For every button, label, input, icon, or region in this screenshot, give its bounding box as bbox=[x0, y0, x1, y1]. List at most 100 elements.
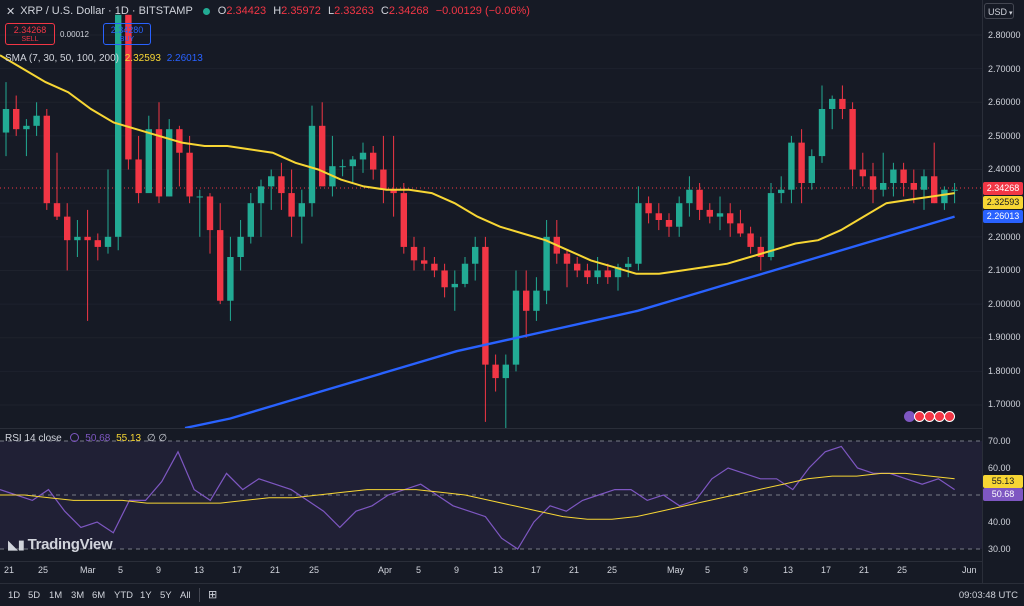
event-markers[interactable] bbox=[904, 411, 956, 423]
sma-legend[interactable]: SMA (7, 30, 50, 100, 200) 2.32593 2.2601… bbox=[5, 53, 203, 64]
rsi-line bbox=[0, 445, 955, 550]
candle-body bbox=[859, 169, 866, 177]
time-axis-label: 5 bbox=[118, 565, 124, 575]
time-axis-label: 17 bbox=[531, 565, 542, 575]
candle-body bbox=[410, 246, 418, 261]
candle-body bbox=[584, 270, 591, 278]
candle-body bbox=[13, 109, 20, 130]
pane-separator[interactable] bbox=[0, 428, 982, 429]
timeframe-5y[interactable]: 5Y bbox=[160, 590, 172, 601]
rsi-legend[interactable]: RSI 14 close 50.68 55.13 ∅ ∅ bbox=[5, 433, 168, 444]
date-range-icon[interactable]: ⊞ bbox=[208, 589, 218, 601]
candle-body bbox=[166, 129, 173, 197]
time-axis[interactable] bbox=[0, 561, 982, 584]
market-open-icon bbox=[202, 7, 210, 15]
candle-body bbox=[186, 152, 193, 197]
time-axis-label: 21 bbox=[270, 565, 281, 575]
event-marker-icon[interactable] bbox=[944, 411, 955, 422]
candle-body bbox=[645, 203, 652, 214]
timeframe-3m[interactable]: 3M bbox=[71, 590, 85, 601]
rsi-ma-line bbox=[0, 472, 955, 520]
timeframe-6m[interactable]: 6M bbox=[92, 590, 106, 601]
timeframe-5d[interactable]: 5D bbox=[28, 590, 41, 601]
candle-body bbox=[818, 109, 826, 157]
rsi-axis-label: 40.00 bbox=[988, 517, 1011, 527]
rsi-axis-label: 30.00 bbox=[988, 544, 1011, 554]
price-gridlines bbox=[0, 34, 982, 406]
candle-body bbox=[64, 216, 71, 241]
rsi-axis-label: 60.00 bbox=[988, 463, 1011, 473]
rsi-ma-tag: 55.13 bbox=[983, 475, 1023, 488]
candle-body bbox=[920, 176, 928, 190]
candle-body bbox=[400, 193, 407, 247]
time-axis-label: 17 bbox=[821, 565, 832, 575]
candle-body bbox=[523, 290, 530, 311]
candle-body bbox=[319, 125, 326, 187]
candle-body bbox=[125, 14, 132, 160]
candle-body bbox=[951, 189, 958, 191]
candle-body bbox=[869, 176, 877, 190]
price-chart[interactable] bbox=[0, 0, 982, 428]
candle-body bbox=[135, 159, 142, 194]
timeframe-1d[interactable]: 1D bbox=[8, 590, 21, 601]
price-axis-label: 2.60000 bbox=[988, 97, 1021, 107]
timeframe-all[interactable]: All bbox=[180, 590, 191, 601]
candle-body bbox=[288, 193, 295, 217]
price-axis-label: 2.10000 bbox=[988, 265, 1021, 275]
price-axis-label: 1.70000 bbox=[988, 399, 1021, 409]
candle-body bbox=[594, 270, 601, 278]
candle-body bbox=[155, 129, 163, 197]
candle-body bbox=[686, 189, 693, 204]
rsi-chart[interactable] bbox=[0, 429, 982, 561]
candle-body bbox=[737, 223, 744, 234]
candle-body bbox=[635, 203, 642, 264]
candle-body bbox=[23, 125, 30, 130]
time-axis-label: 25 bbox=[38, 565, 49, 575]
time-axis-label: 9 bbox=[743, 565, 749, 575]
time-axis-label: 5 bbox=[416, 565, 422, 575]
timeframe-1m[interactable]: 1M bbox=[49, 590, 63, 601]
candle-body bbox=[808, 156, 815, 183]
candle-body bbox=[380, 169, 387, 190]
candle-body bbox=[33, 115, 40, 126]
candle-body bbox=[533, 290, 540, 311]
clock[interactable]: 09:03:48 UTC bbox=[958, 590, 1018, 601]
candle-body bbox=[257, 186, 265, 204]
candle-body bbox=[247, 203, 254, 237]
candle-body bbox=[74, 236, 81, 241]
candle-body bbox=[390, 189, 397, 194]
chevron-down-icon: ▾ bbox=[1009, 10, 1013, 17]
timeframe-1y[interactable]: 1Y bbox=[140, 590, 152, 601]
buy-button[interactable]: 2.34280 BUY bbox=[103, 23, 151, 45]
candle-body bbox=[349, 159, 356, 167]
candlesticks bbox=[2, 14, 958, 428]
rsi-settings-icon[interactable] bbox=[70, 433, 80, 442]
candle-body bbox=[625, 263, 632, 268]
candle-body bbox=[839, 98, 846, 109]
candle-body bbox=[421, 260, 428, 264]
symbol-title[interactable]: XRP / U.S. Dollar · 1D · BITSTAMP bbox=[20, 5, 193, 17]
time-axis-label: 13 bbox=[493, 565, 504, 575]
last-price-tag: 2.34268 bbox=[983, 182, 1023, 195]
timeframe-ytd[interactable]: YTD bbox=[114, 590, 133, 601]
collapse-icon[interactable]: ✕ bbox=[6, 5, 16, 18]
candle-body bbox=[798, 142, 805, 183]
time-axis-label: 13 bbox=[194, 565, 205, 575]
candle-body bbox=[716, 213, 724, 217]
time-axis-label: 5 bbox=[705, 565, 711, 575]
tradingview-logo[interactable]: ◣▮ TradingView bbox=[8, 536, 113, 553]
time-axis-label: Apr bbox=[378, 565, 393, 575]
candle-body bbox=[941, 189, 948, 204]
event-marker-icon[interactable] bbox=[904, 411, 915, 422]
sma-blue-tag: 2.26013 bbox=[983, 210, 1023, 223]
ohlc-values: O2.34423 H2.35972 L2.33263 C2.34268 −0.0… bbox=[217, 5, 530, 17]
toolbar-divider bbox=[199, 588, 200, 602]
candle-body bbox=[43, 115, 50, 204]
sell-button[interactable]: 2.34268 SELL bbox=[5, 23, 55, 45]
currency-selector[interactable]: USD ▾ bbox=[984, 3, 1014, 19]
candle-body bbox=[115, 14, 122, 237]
candle-body bbox=[94, 240, 101, 247]
candle-body bbox=[574, 263, 581, 271]
time-axis-label: 9 bbox=[454, 565, 460, 575]
time-axis-label: 21 bbox=[4, 565, 15, 575]
